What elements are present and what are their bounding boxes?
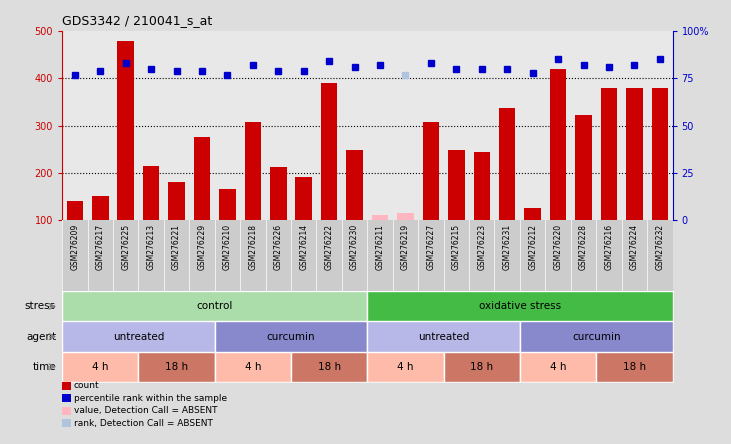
Text: 4 h: 4 h (92, 362, 108, 372)
Bar (520, 321, 673, 352)
Text: GSM276229: GSM276229 (197, 224, 207, 270)
Bar (651, 88, 668, 220)
Bar (397, 213, 414, 220)
Text: percentile rank within the sample: percentile rank within the sample (74, 394, 227, 403)
Text: GSM276223: GSM276223 (477, 224, 486, 270)
Text: GSM276225: GSM276225 (121, 224, 130, 270)
Bar (321, 83, 338, 220)
Text: curcumin: curcumin (267, 332, 315, 341)
Bar (596, 352, 673, 382)
Text: 18 h: 18 h (165, 362, 188, 372)
Text: GSM276218: GSM276218 (249, 224, 257, 270)
Text: GSM276214: GSM276214 (299, 224, 308, 270)
Bar (520, 352, 596, 382)
Bar (423, 123, 439, 220)
Bar (67, 201, 83, 220)
Bar (367, 321, 520, 352)
Bar (118, 40, 134, 220)
Bar (367, 291, 673, 321)
Bar (143, 166, 159, 220)
Bar (270, 167, 287, 220)
Text: 18 h: 18 h (623, 362, 646, 372)
Text: 4 h: 4 h (397, 362, 414, 372)
Bar (346, 150, 363, 220)
Text: GSM276220: GSM276220 (553, 224, 563, 270)
Text: GSM276217: GSM276217 (96, 224, 105, 270)
Text: GSM276231: GSM276231 (503, 224, 512, 270)
Bar (575, 115, 592, 220)
Text: untreated: untreated (113, 332, 164, 341)
Bar (626, 88, 643, 220)
Text: GSM276221: GSM276221 (172, 224, 181, 270)
Text: agent: agent (26, 332, 56, 341)
Text: 4 h: 4 h (550, 362, 567, 372)
Text: GSM276212: GSM276212 (528, 224, 537, 270)
Text: GSM276227: GSM276227 (426, 224, 436, 270)
Text: time: time (32, 362, 56, 372)
Text: GSM276219: GSM276219 (401, 224, 410, 270)
Bar (499, 108, 515, 220)
Text: GSM276226: GSM276226 (274, 224, 283, 270)
Bar (219, 190, 235, 220)
Bar (62, 352, 138, 382)
Text: GSM276228: GSM276228 (579, 224, 588, 270)
Text: GSM276215: GSM276215 (452, 224, 461, 270)
Text: oxidative stress: oxidative stress (479, 301, 561, 311)
Bar (168, 182, 185, 220)
Text: GDS3342 / 210041_s_at: GDS3342 / 210041_s_at (62, 14, 213, 27)
Bar (601, 88, 617, 220)
Text: control: control (197, 301, 233, 311)
Bar (291, 352, 367, 382)
Text: stress: stress (25, 301, 56, 311)
Text: untreated: untreated (418, 332, 469, 341)
Text: rank, Detection Call = ABSENT: rank, Detection Call = ABSENT (74, 419, 213, 428)
Text: value, Detection Call = ABSENT: value, Detection Call = ABSENT (74, 406, 217, 415)
Text: 4 h: 4 h (245, 362, 261, 372)
Bar (550, 69, 567, 220)
Text: 18 h: 18 h (317, 362, 341, 372)
Bar (62, 321, 215, 352)
Bar (372, 215, 388, 220)
Text: GSM276216: GSM276216 (605, 224, 613, 270)
Text: GSM276232: GSM276232 (655, 224, 664, 270)
Text: GSM276211: GSM276211 (376, 224, 385, 270)
Text: curcumin: curcumin (572, 332, 621, 341)
Bar (524, 208, 541, 220)
Text: GSM276209: GSM276209 (70, 224, 80, 270)
Text: 18 h: 18 h (470, 362, 493, 372)
Text: count: count (74, 381, 99, 390)
Bar (444, 352, 520, 382)
Bar (92, 196, 108, 220)
Bar (215, 352, 291, 382)
Bar (448, 150, 465, 220)
Bar (295, 177, 312, 220)
Text: GSM276230: GSM276230 (350, 224, 359, 270)
Text: GSM276213: GSM276213 (147, 224, 156, 270)
Bar (215, 321, 367, 352)
Text: GSM276222: GSM276222 (325, 224, 333, 270)
Bar (62, 291, 367, 321)
Text: GSM276210: GSM276210 (223, 224, 232, 270)
Bar (367, 352, 444, 382)
Bar (138, 352, 215, 382)
Text: GSM276224: GSM276224 (630, 224, 639, 270)
Bar (245, 122, 261, 220)
Bar (474, 152, 490, 220)
Bar (194, 137, 211, 220)
